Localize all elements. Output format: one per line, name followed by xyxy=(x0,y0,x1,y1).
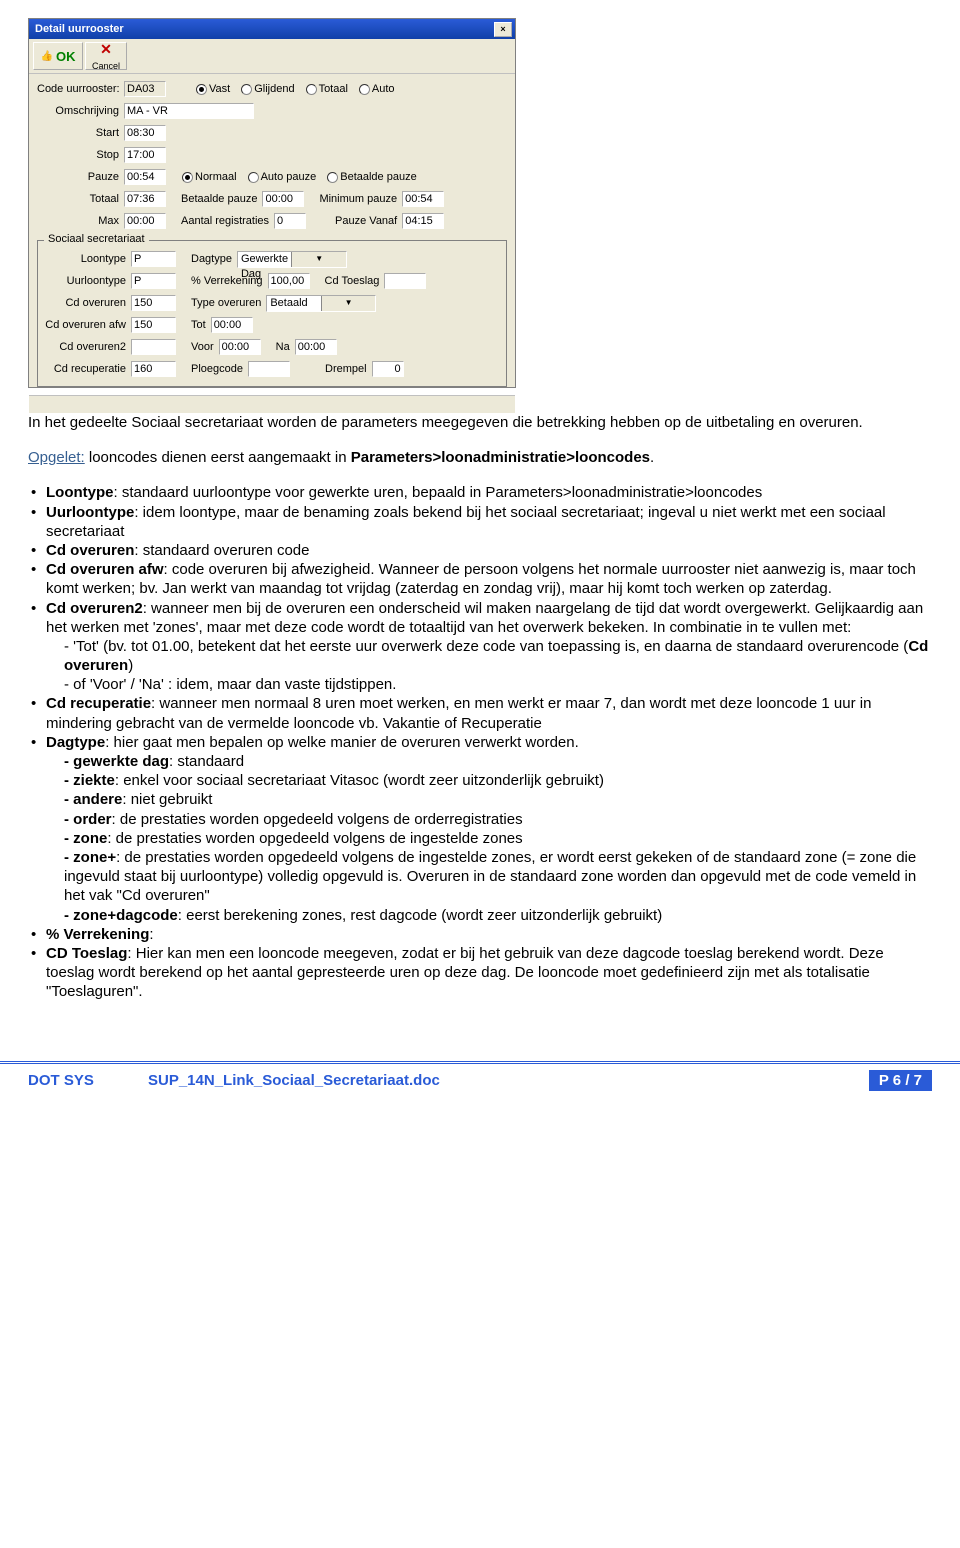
totaal-input[interactable]: 07:36 xyxy=(124,191,166,207)
radio-totaal[interactable]: Totaal xyxy=(306,83,348,95)
footer-filename: SUP_14N_Link_Sociaal_Secretariaat.doc xyxy=(148,1072,869,1089)
cdoveruren-input[interactable]: 150 xyxy=(131,295,176,311)
sub-item: - 'Tot' (bv. tot 01.00, betekent dat het… xyxy=(46,637,932,675)
radio-betaalde[interactable]: Betaalde pauze xyxy=(327,171,416,183)
radio-autopauze[interactable]: Auto pauze xyxy=(248,171,317,183)
typeoveruren-combo[interactable]: Betaald▼ xyxy=(266,295,376,312)
titlebar: Detail uurrooster × xyxy=(29,19,515,39)
max-input[interactable]: 00:00 xyxy=(124,213,166,229)
stop-label: Stop xyxy=(37,149,119,161)
list-item: Cd overuren afw: code overuren bij afwez… xyxy=(28,560,932,598)
sub-item: - zone: de prestaties worden opgedeeld v… xyxy=(46,829,932,848)
uurloontype-label: Uurloontype xyxy=(44,275,126,287)
radio-vast[interactable]: Vast xyxy=(196,83,230,95)
voor-input[interactable]: 00:00 xyxy=(219,339,261,355)
uurloontype-input[interactable]: P xyxy=(131,273,176,289)
dagtype-label: Dagtype xyxy=(191,253,232,265)
pauze-vanaf-label: Pauze Vanaf xyxy=(335,215,397,227)
omschrijving-label: Omschrijving xyxy=(37,105,119,117)
cancel-button[interactable]: ✕ Cancel xyxy=(85,42,127,70)
start-label: Start xyxy=(37,127,119,139)
attention-line: Opgelet: looncodes dienen eerst aangemaa… xyxy=(28,448,932,467)
close-icon[interactable]: × xyxy=(494,22,512,37)
drempel-input[interactable]: 0 xyxy=(372,361,404,377)
loontype-input[interactable]: P xyxy=(131,251,176,267)
intro-paragraph: In het gedeelte Sociaal secretariaat wor… xyxy=(28,413,932,432)
thumb-icon: 👍 xyxy=(41,51,53,62)
list-item: CD Toeslag: Hier kan men een looncode me… xyxy=(28,944,932,1002)
drempel-label: Drempel xyxy=(325,363,367,375)
pauze-label: Pauze xyxy=(37,171,119,183)
document-body: In het gedeelte Sociaal secretariaat wor… xyxy=(28,413,932,1001)
list-item: Loontype: standaard uurloontype voor gew… xyxy=(28,483,932,502)
list-item: Cd recuperatie: wanneer men normaal 8 ur… xyxy=(28,694,932,732)
cdrecuperatie-label: Cd recuperatie xyxy=(44,363,126,375)
radio-glijdend[interactable]: Glijdend xyxy=(241,83,294,95)
group-title: Sociaal secretariaat xyxy=(44,233,149,245)
dialog-screenshot: Detail uurrooster × 👍 OK ✕ Cancel Code u… xyxy=(28,18,932,388)
cdoveruren2-input[interactable] xyxy=(131,339,176,355)
window-title: Detail uurrooster xyxy=(35,23,494,35)
x-icon: ✕ xyxy=(100,41,112,58)
tot-label: Tot xyxy=(191,319,206,331)
cdtoeslag-input[interactable] xyxy=(384,273,426,289)
minimum-pauze-input[interactable]: 00:54 xyxy=(402,191,444,207)
cdoveruren2-label: Cd overuren2 xyxy=(44,341,126,353)
cdoverurenafw-label: Cd overuren afw xyxy=(44,319,126,331)
verrekening-input[interactable]: 100,00 xyxy=(268,273,310,289)
dagtype-combo[interactable]: Gewerkte Dag▼ xyxy=(237,251,347,268)
sub-item: - gewerkte dag: standaard xyxy=(46,752,932,771)
minimum-pauze-label: Minimum pauze xyxy=(319,193,397,205)
cdoverurenafw-input[interactable]: 150 xyxy=(131,317,176,333)
chevron-down-icon: ▼ xyxy=(291,252,346,267)
typeoveruren-label: Type overuren xyxy=(191,297,261,309)
code-input: DA03 xyxy=(124,81,166,97)
cdtoeslag-label: Cd Toeslag xyxy=(325,275,380,287)
cdrecuperatie-input[interactable]: 160 xyxy=(131,361,176,377)
sub-item: - andere: niet gebruikt xyxy=(46,790,932,809)
pauze-vanaf-input[interactable]: 04:15 xyxy=(402,213,444,229)
voor-label: Voor xyxy=(191,341,214,353)
sociaal-secretariaat-group: Sociaal secretariaat Loontype P Dagtype … xyxy=(37,240,507,387)
sub-item: - ziekte: enkel voor sociaal secretariaa… xyxy=(46,771,932,790)
aantal-reg-label: Aantal registraties xyxy=(181,215,269,227)
list-item: % Verrekening: xyxy=(28,925,932,944)
stop-input[interactable]: 17:00 xyxy=(124,147,166,163)
na-label: Na xyxy=(276,341,290,353)
verrekening-label: % Verrekening xyxy=(191,275,263,287)
na-input[interactable]: 00:00 xyxy=(295,339,337,355)
page-footer: DOT SYS SUP_14N_Link_Sociaal_Secretariaa… xyxy=(0,1061,960,1109)
radio-auto[interactable]: Auto xyxy=(359,83,395,95)
sub-item: - zone+: de prestaties worden opgedeeld … xyxy=(46,848,932,906)
sub-item: - zone+dagcode: eerst berekening zones, … xyxy=(46,906,932,925)
sub-item: - of 'Voor' / 'Na' : idem, maar dan vast… xyxy=(46,675,932,694)
betaalde-pauze-input[interactable]: 00:00 xyxy=(262,191,304,207)
list-item: Dagtype: hier gaat men bepalen op welke … xyxy=(28,733,932,925)
radio-normaal[interactable]: Normaal xyxy=(182,171,237,183)
totaal-label: Totaal xyxy=(37,193,119,205)
ok-button[interactable]: 👍 OK xyxy=(33,42,83,70)
code-label: Code uurrooster: xyxy=(37,83,119,95)
aantal-reg-input[interactable]: 0 xyxy=(274,213,306,229)
loontype-label: Loontype xyxy=(44,253,126,265)
betaalde-pauze-label: Betaalde pauze xyxy=(181,193,257,205)
omschrijving-input[interactable]: MA - VR xyxy=(124,103,254,119)
sub-item: - order: de prestaties worden opgedeeld … xyxy=(46,810,932,829)
cdoveruren-label: Cd overuren xyxy=(44,297,126,309)
list-item: Cd overuren2: wanneer men bij de overure… xyxy=(28,599,932,695)
footer-left: DOT SYS xyxy=(28,1072,148,1089)
footer-pagenum: P 6 / 7 xyxy=(869,1070,932,1091)
max-label: Max xyxy=(37,215,119,227)
tot-input[interactable]: 00:00 xyxy=(211,317,253,333)
pauze-input[interactable]: 00:54 xyxy=(124,169,166,185)
chevron-down-icon: ▼ xyxy=(321,296,376,311)
ploegcode-input[interactable] xyxy=(248,361,290,377)
ploegcode-label: Ploegcode xyxy=(191,363,243,375)
list-item: Cd overuren: standaard overuren code xyxy=(28,541,932,560)
list-item: Uurloontype: idem loontype, maar de bena… xyxy=(28,503,932,541)
start-input[interactable]: 08:30 xyxy=(124,125,166,141)
